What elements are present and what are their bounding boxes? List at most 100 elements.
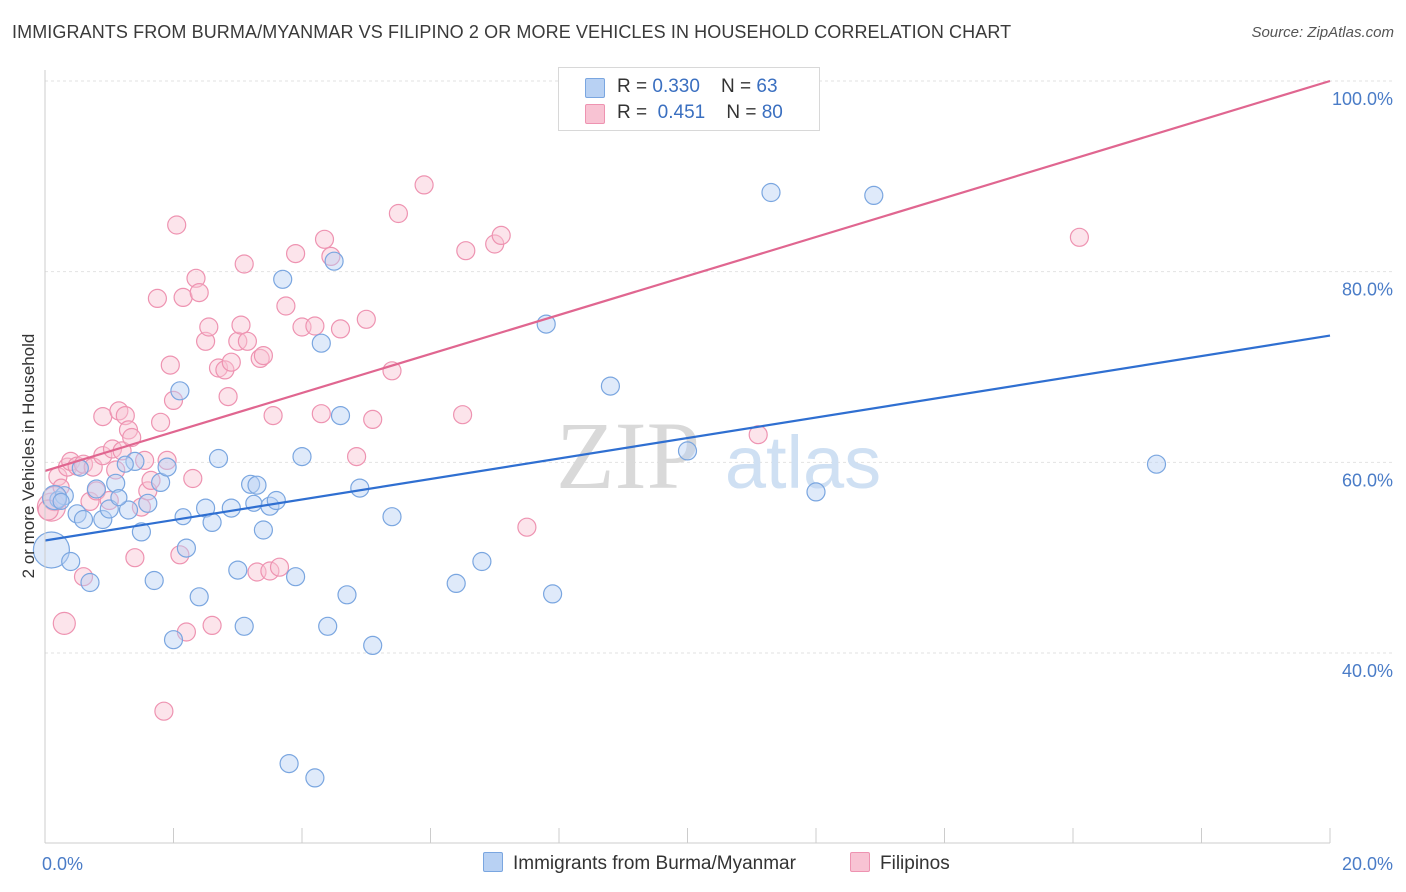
legend-n-label: N = bbox=[726, 102, 762, 123]
point-filipinos bbox=[218, 387, 238, 407]
trend-line-filipinos bbox=[44, 79, 1331, 472]
point-filipinos bbox=[276, 296, 296, 316]
point-filipinos bbox=[453, 405, 473, 425]
legend-r-value: 0.330 bbox=[652, 76, 700, 97]
point-burma bbox=[138, 493, 158, 513]
bottom-legend-filipinos: Filipinos bbox=[850, 852, 950, 875]
point-filipinos bbox=[106, 460, 126, 480]
point-burma bbox=[110, 489, 128, 507]
point-burma bbox=[73, 509, 94, 530]
point-filipinos bbox=[80, 491, 100, 511]
point-burma bbox=[106, 473, 126, 493]
legend-swatch-blue bbox=[585, 78, 605, 98]
series-burma-points bbox=[32, 182, 1167, 788]
point-burma bbox=[116, 455, 134, 473]
point-burma bbox=[176, 538, 196, 558]
point-filipinos bbox=[253, 346, 273, 366]
point-filipinos bbox=[147, 288, 167, 308]
bottom-legend-swatch-blue bbox=[483, 852, 503, 872]
point-burma bbox=[131, 522, 151, 542]
trend-lines bbox=[44, 79, 1331, 542]
point-filipinos bbox=[491, 225, 511, 245]
legend-n-value: 80 bbox=[761, 102, 783, 123]
watermark: ZIP atlas bbox=[556, 402, 881, 509]
point-filipinos bbox=[237, 331, 257, 351]
point-burma bbox=[472, 551, 492, 572]
point-filipinos bbox=[388, 203, 408, 224]
point-burma bbox=[253, 520, 273, 540]
point-burma bbox=[761, 182, 781, 203]
point-filipinos bbox=[199, 317, 219, 337]
point-filipinos bbox=[52, 611, 76, 636]
point-filipinos bbox=[141, 470, 161, 490]
point-burma bbox=[93, 509, 113, 530]
bottom-legend-label-filipinos: Filipinos bbox=[880, 853, 950, 874]
point-filipinos bbox=[221, 352, 241, 372]
point-filipinos bbox=[36, 492, 67, 522]
point-burma bbox=[292, 447, 312, 467]
point-burma bbox=[350, 478, 370, 498]
y-tick-label: 60.0% bbox=[1342, 470, 1393, 490]
point-filipinos bbox=[363, 409, 383, 429]
point-burma bbox=[330, 406, 351, 426]
point-filipinos bbox=[163, 390, 184, 410]
point-filipinos bbox=[202, 615, 222, 636]
point-filipinos bbox=[135, 450, 155, 470]
x-tick-label: 0.0% bbox=[42, 854, 83, 874]
point-burma bbox=[125, 451, 145, 471]
point-burma bbox=[247, 475, 267, 495]
y-tick-label: 40.0% bbox=[1342, 661, 1393, 681]
point-burma bbox=[196, 498, 216, 518]
point-burma bbox=[221, 498, 241, 518]
point-burma bbox=[446, 573, 466, 594]
point-burma bbox=[189, 587, 209, 607]
point-filipinos bbox=[160, 355, 180, 375]
point-filipinos bbox=[151, 412, 171, 432]
point-filipinos bbox=[260, 561, 280, 581]
point-filipinos bbox=[305, 316, 325, 336]
point-burma bbox=[311, 333, 331, 353]
point-filipinos bbox=[157, 450, 177, 470]
point-burma bbox=[118, 500, 139, 520]
y-tick-label: 100.0% bbox=[1332, 89, 1393, 109]
point-burma bbox=[52, 492, 70, 510]
point-filipinos bbox=[102, 439, 123, 459]
legend-r-value: 0.451 bbox=[657, 102, 706, 123]
point-filipinos bbox=[122, 427, 142, 448]
point-burma bbox=[324, 251, 344, 271]
point-burma bbox=[864, 185, 884, 205]
point-filipinos bbox=[215, 360, 235, 380]
legend-r-label: R = bbox=[617, 102, 653, 123]
point-burma bbox=[163, 630, 184, 650]
point-burma bbox=[61, 551, 81, 572]
point-burma bbox=[228, 560, 248, 580]
point-burma bbox=[234, 616, 254, 636]
point-filipinos bbox=[311, 404, 331, 424]
point-burma bbox=[202, 512, 222, 533]
point-burma bbox=[305, 768, 325, 788]
point-burma bbox=[266, 490, 286, 511]
point-filipinos bbox=[517, 517, 537, 537]
point-burma bbox=[318, 616, 338, 636]
point-burma bbox=[600, 376, 621, 396]
point-burma bbox=[363, 635, 383, 656]
trend-line-burma bbox=[44, 334, 1331, 542]
point-filipinos bbox=[330, 319, 351, 339]
point-burma bbox=[32, 531, 71, 569]
point-filipinos bbox=[234, 254, 254, 274]
point-filipinos bbox=[356, 309, 376, 329]
chart-title: IMMIGRANTS FROM BURMA/MYANMAR VS FILIPIN… bbox=[12, 22, 1012, 42]
point-burma bbox=[273, 269, 293, 289]
point-filipinos bbox=[173, 287, 193, 307]
point-burma bbox=[806, 482, 826, 502]
legend-r-label: R = bbox=[617, 76, 653, 97]
point-filipinos bbox=[125, 548, 145, 568]
point-filipinos bbox=[154, 701, 174, 721]
bottom-legend-burma: Immigrants from Burma/Myanmar bbox=[483, 852, 796, 875]
point-filipinos bbox=[93, 407, 113, 427]
point-filipinos bbox=[286, 244, 306, 264]
point-burma bbox=[80, 572, 100, 593]
point-burma bbox=[382, 507, 402, 527]
point-burma bbox=[144, 570, 164, 591]
